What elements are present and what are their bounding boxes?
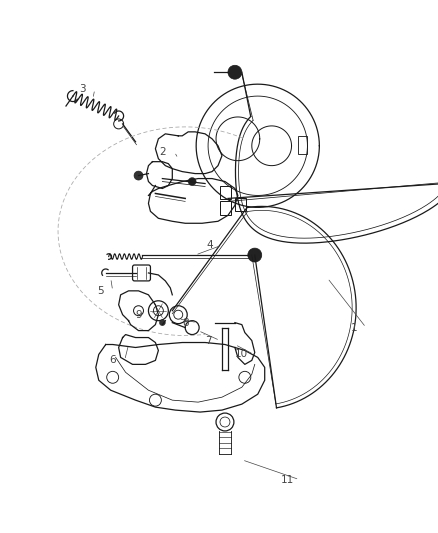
Text: 9: 9 [135, 310, 141, 320]
Text: 8: 8 [181, 318, 188, 328]
Circle shape [247, 248, 261, 262]
Circle shape [159, 320, 165, 326]
Circle shape [227, 65, 241, 79]
Text: 1: 1 [350, 322, 357, 333]
Text: 7: 7 [204, 336, 211, 345]
Text: 10: 10 [235, 350, 248, 359]
Text: 11: 11 [280, 475, 293, 484]
Text: 3: 3 [79, 84, 86, 94]
Circle shape [188, 177, 196, 185]
Text: 2: 2 [159, 147, 165, 157]
Circle shape [134, 171, 143, 180]
Text: 6: 6 [109, 356, 116, 366]
Text: 5: 5 [97, 286, 104, 296]
Text: 4: 4 [206, 240, 213, 250]
